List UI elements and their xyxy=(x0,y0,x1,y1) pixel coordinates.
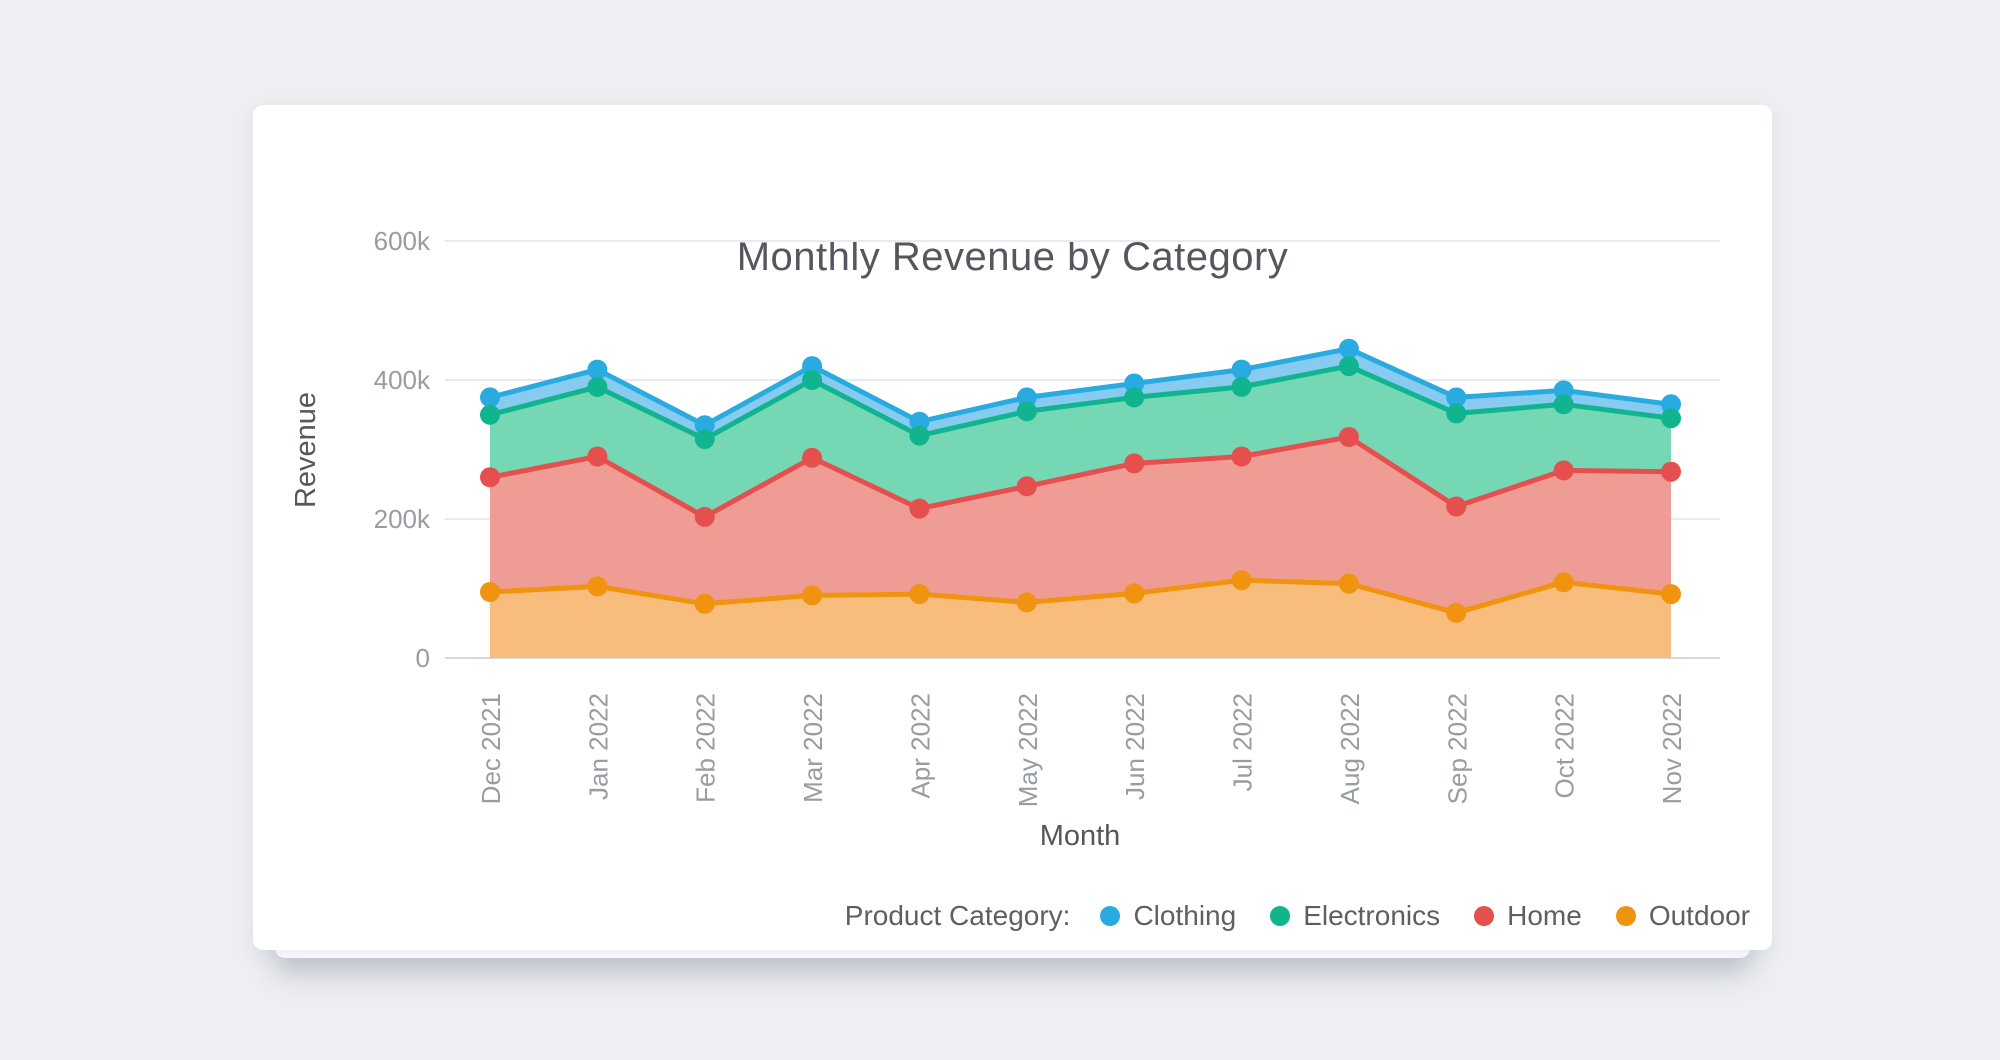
legend-dot-home xyxy=(1474,906,1495,926)
point-electronics-0 xyxy=(480,404,500,425)
point-outdoor-3 xyxy=(802,585,823,606)
legend-item-home[interactable]: Home xyxy=(1474,900,1582,932)
point-home-4 xyxy=(909,498,930,519)
point-electronics-11 xyxy=(1661,408,1681,429)
x-tick-label: Jun 2022 xyxy=(1120,693,1150,800)
chart-legend: Product Category: Clothing Electronics Hom… xyxy=(845,900,1750,932)
point-home-2 xyxy=(694,506,715,527)
point-home-0 xyxy=(480,467,500,488)
x-tick-label: Apr 2022 xyxy=(905,693,935,799)
point-outdoor-1 xyxy=(587,576,608,597)
y-tick-label: 0 xyxy=(416,643,430,673)
legend-item-label: Home xyxy=(1507,900,1582,931)
y-axis-title: Revenue xyxy=(290,392,322,508)
legend-item-electronics[interactable]: Electronics xyxy=(1270,900,1440,932)
legend-dot-outdoor xyxy=(1615,906,1636,926)
point-home-10 xyxy=(1553,460,1574,481)
line-home xyxy=(487,434,1674,520)
point-home-1 xyxy=(587,446,608,467)
x-tick-label: Oct 2022 xyxy=(1550,693,1580,799)
x-tick-label: Feb 2022 xyxy=(691,693,721,803)
x-tick-label: Mar 2022 xyxy=(798,693,828,803)
point-outdoor-5 xyxy=(1016,592,1037,613)
line-outdoor xyxy=(487,577,1674,616)
point-clothing-9 xyxy=(1446,387,1467,408)
point-home-9 xyxy=(1446,496,1467,517)
point-clothing-5 xyxy=(1016,387,1037,408)
x-tick-label: Sep 2022 xyxy=(1442,693,1472,804)
point-electronics-4 xyxy=(909,425,930,446)
legend-item-label: Outdoor xyxy=(1648,900,1750,931)
point-electronics-8 xyxy=(1338,356,1359,377)
point-electronics-1 xyxy=(587,376,608,397)
legend-title: Product Category: xyxy=(844,900,1071,931)
point-clothing-0 xyxy=(480,387,500,408)
x-axis-title: Month xyxy=(1040,820,1121,852)
legend-item-label: Electronics xyxy=(1303,900,1441,931)
line-electronics xyxy=(487,363,1674,442)
point-home-7 xyxy=(1231,446,1252,467)
point-outdoor-9 xyxy=(1446,602,1467,623)
point-home-3 xyxy=(802,447,823,468)
point-outdoor-10 xyxy=(1553,572,1574,593)
point-outdoor-7 xyxy=(1231,570,1252,591)
y-tick-label: 600k xyxy=(374,226,431,256)
point-electronics-7 xyxy=(1231,376,1252,397)
point-clothing-2 xyxy=(694,415,715,436)
legend-item-outdoor[interactable]: Outdoor xyxy=(1615,900,1750,932)
point-clothing-11 xyxy=(1661,394,1681,415)
chart-card: Monthly Revenue by Category 0 200k 400k 600… xyxy=(253,105,1772,950)
point-clothing-4 xyxy=(909,411,930,432)
x-tick-label: Dec 2021 xyxy=(476,693,506,804)
point-outdoor-6 xyxy=(1124,583,1145,604)
point-home-11 xyxy=(1661,461,1681,482)
chart-plot-group: 0 200k 400k 600k Dec 2021 Jan 2022 Feb 2022 Mar… xyxy=(374,226,1720,807)
legend-dot-electronics xyxy=(1270,906,1291,926)
x-tick-label: Aug 2022 xyxy=(1335,693,1365,804)
line-clothing xyxy=(487,346,1674,428)
point-outdoor-2 xyxy=(694,593,715,614)
point-electronics-2 xyxy=(694,429,715,450)
y-tick-label: 400k xyxy=(374,365,431,395)
point-outdoor-11 xyxy=(1661,584,1681,605)
point-clothing-7 xyxy=(1231,359,1252,380)
point-electronics-10 xyxy=(1553,394,1574,415)
point-home-5 xyxy=(1016,476,1037,497)
legend-item-clothing[interactable]: Clothing xyxy=(1100,900,1236,932)
revenue-area-chart: 0 200k 400k 600k Dec 2021 Jan 2022 Feb 2022 Mar… xyxy=(290,226,1720,852)
point-clothing-8 xyxy=(1338,338,1359,359)
point-outdoor-8 xyxy=(1338,573,1359,594)
x-tick-label: Jul 2022 xyxy=(1228,693,1258,791)
y-tick-label: 200k xyxy=(374,504,431,534)
point-electronics-9 xyxy=(1446,403,1467,424)
point-clothing-1 xyxy=(587,359,608,380)
point-electronics-3 xyxy=(802,370,823,390)
point-home-6 xyxy=(1124,453,1145,474)
point-outdoor-4 xyxy=(909,584,930,605)
x-tick-label: Jan 2022 xyxy=(583,693,613,800)
x-tick-label: Nov 2022 xyxy=(1657,693,1687,804)
legend-item-label: Clothing xyxy=(1133,900,1237,931)
point-home-8 xyxy=(1338,427,1359,447)
point-outdoor-0 xyxy=(480,582,500,602)
chart-title: Monthly Revenue by Category xyxy=(736,235,1289,279)
x-tick-label: May 2022 xyxy=(1013,693,1043,807)
point-clothing-6 xyxy=(1124,373,1145,394)
point-electronics-5 xyxy=(1016,401,1037,422)
point-clothing-10 xyxy=(1553,380,1574,401)
legend-dot-clothing xyxy=(1100,906,1121,926)
point-electronics-6 xyxy=(1124,387,1145,408)
point-clothing-3 xyxy=(802,356,823,377)
